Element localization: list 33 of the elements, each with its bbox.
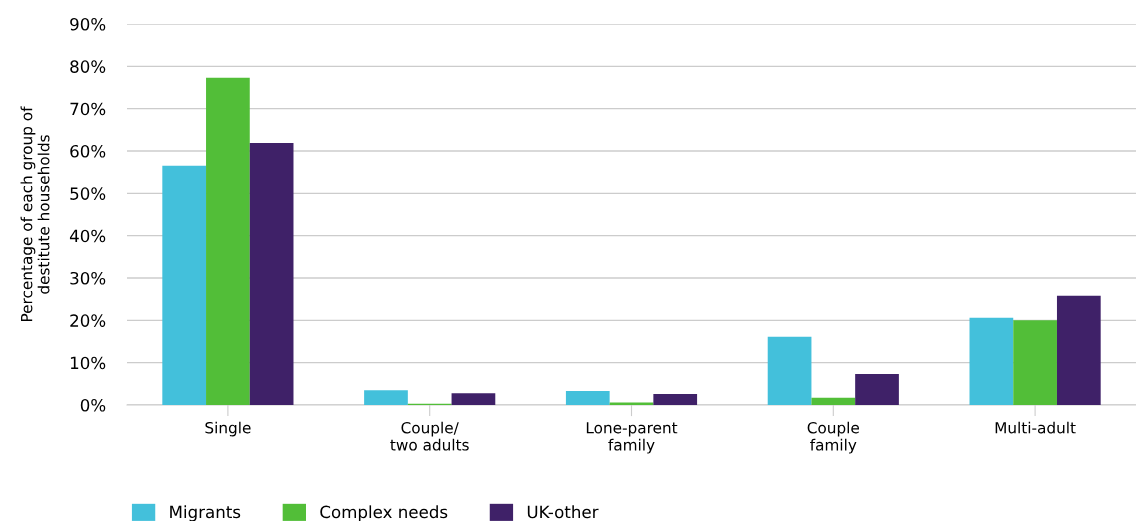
bar [609, 402, 654, 405]
bar [364, 390, 408, 405]
y-tick-label: 40% [69, 229, 106, 243]
bar [162, 165, 207, 405]
y-tick-label: 70% [70, 102, 106, 116]
bar [767, 336, 812, 405]
legend-label: Migrants [170, 505, 241, 521]
bar [249, 142, 294, 405]
bar [206, 77, 250, 405]
y-tick-label: 60% [70, 144, 106, 158]
x-tick-label: Lone-parent family [586, 422, 678, 454]
x-tick-label: Couple/ two adults [390, 421, 469, 451]
bar [811, 397, 856, 405]
bar [451, 393, 496, 405]
bar [969, 317, 1014, 405]
y-tick-label: 30% [70, 271, 106, 285]
x-tick-label: Single [205, 421, 251, 437]
y-axis-title: Percentage of each group of destitute households [20, 106, 50, 322]
legend-label: UK-other [527, 505, 599, 519]
x-tick-label: Multi-adult [995, 421, 1076, 434]
bar [565, 391, 610, 405]
y-tick-label: 10% [70, 356, 106, 370]
y-tick-label: 80% [70, 60, 106, 73]
bar [855, 374, 899, 405]
y-tick-label: 50% [70, 187, 106, 200]
y-tick-label: 90% [70, 17, 106, 31]
bar [1013, 320, 1057, 405]
legend-label: Complex needs [320, 505, 448, 521]
x-tick-label: Couple family [807, 421, 860, 454]
y-tick-label: 20% [70, 314, 106, 327]
y-tick-label: 0% [80, 398, 106, 412]
bar [1056, 295, 1101, 405]
bar [653, 393, 698, 405]
